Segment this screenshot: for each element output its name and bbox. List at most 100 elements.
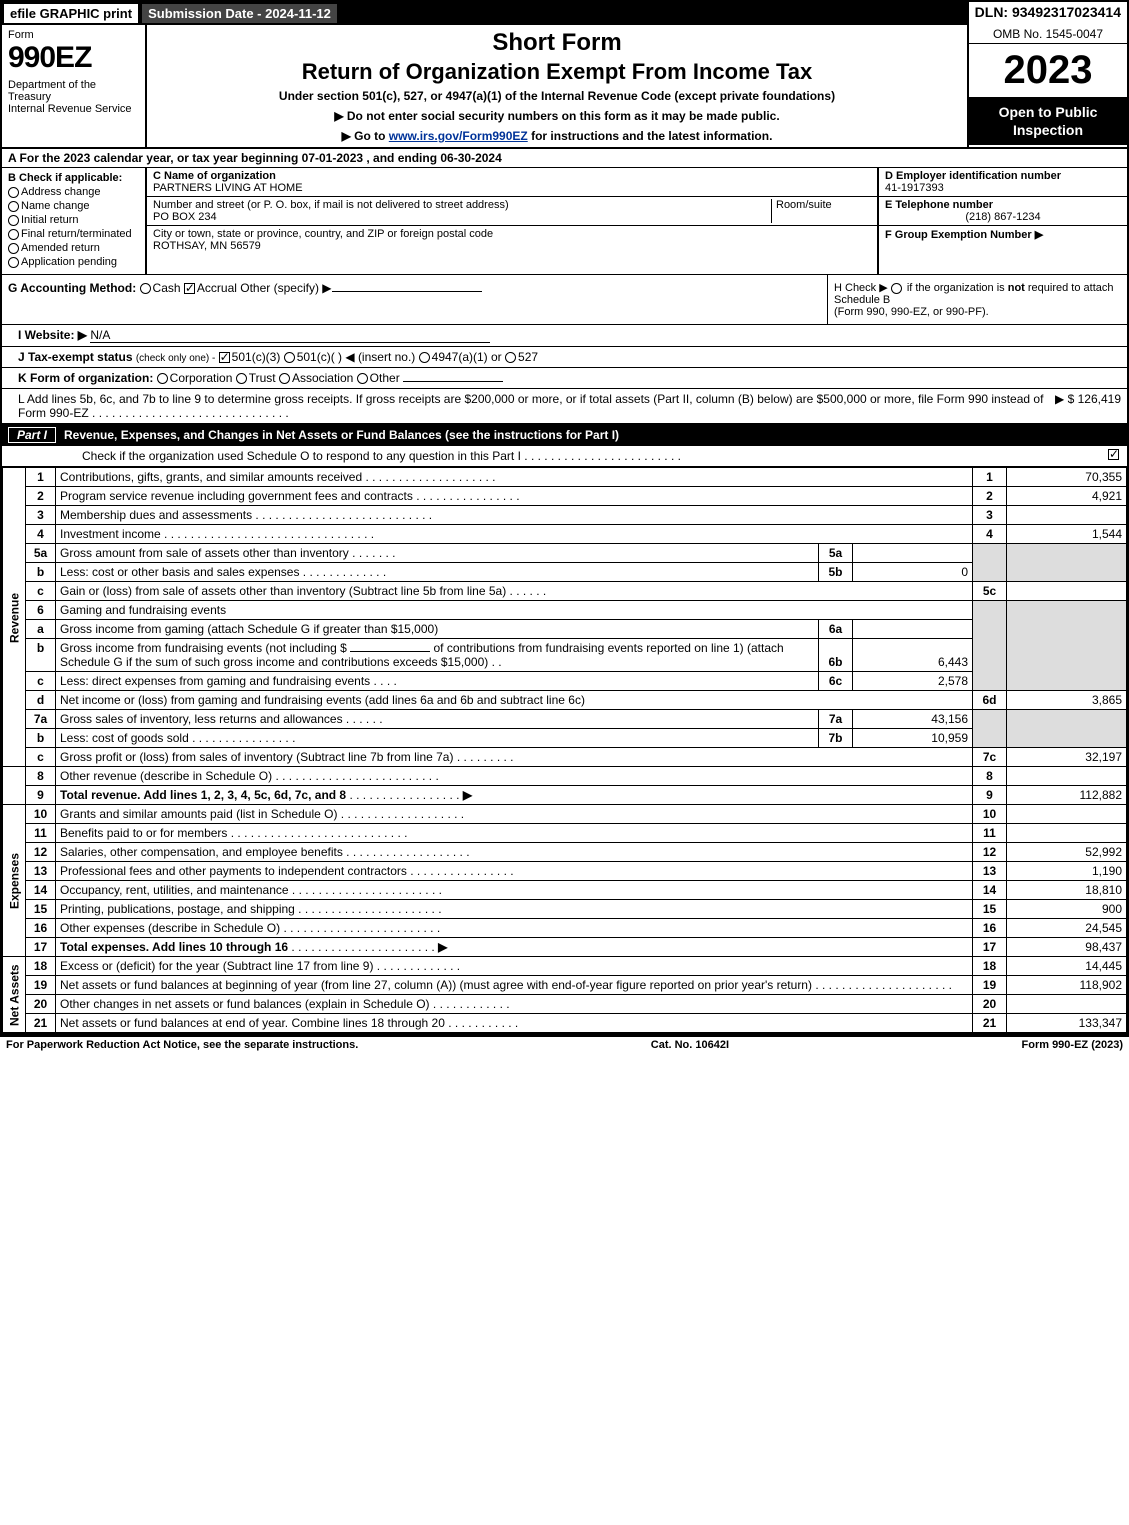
line-desc: Program service revenue including govern…	[56, 487, 973, 506]
line-num: 16	[26, 919, 56, 938]
line-num: c	[26, 672, 56, 691]
row-21: 21 Net assets or fund balances at end of…	[3, 1014, 1127, 1033]
line-num: 3	[26, 506, 56, 525]
cb-address-change[interactable]: Address change	[8, 186, 139, 198]
schedule-o-checkbox[interactable]	[1108, 449, 1119, 460]
org-name-row: C Name of organization PARTNERS LIVING A…	[147, 168, 877, 197]
cb-label: Address change	[21, 186, 101, 198]
cb-4947[interactable]	[419, 352, 430, 363]
i-label: I Website: ▶	[18, 328, 87, 342]
line-num: 4	[26, 525, 56, 544]
note-post: for instructions and the latest informat…	[528, 129, 773, 143]
cb-assoc[interactable]	[279, 373, 290, 384]
row-6d: d Net income or (loss) from gaming and f…	[3, 691, 1127, 710]
spacer	[729, 1039, 1021, 1051]
line-desc: Gross sales of inventory, less returns a…	[56, 710, 819, 729]
city-value: ROTHSAY, MN 56579	[153, 240, 493, 252]
sub-num: 6b	[819, 639, 853, 672]
title-short-form: Short Form	[155, 29, 959, 57]
cb-label: Amended return	[21, 242, 100, 254]
col-num: 8	[973, 767, 1007, 786]
other-input[interactable]	[332, 291, 482, 292]
part-1-header: Part I Revenue, Expenses, and Changes in…	[2, 424, 1127, 446]
cb-application-pending[interactable]: Application pending	[8, 256, 139, 268]
cb-label: Application pending	[21, 256, 117, 268]
group-exemption-row: F Group Exemption Number ▶	[879, 226, 1127, 243]
spacer	[339, 2, 969, 25]
line-desc: Gain or (loss) from sale of assets other…	[56, 582, 973, 601]
section-a-tax-year: A For the 2023 calendar year, or tax yea…	[2, 149, 1127, 168]
efile-print-button[interactable]: efile GRAPHIC print	[2, 2, 140, 25]
note-pre: ▶ Go to	[342, 129, 389, 143]
form-container: efile GRAPHIC print Submission Date - 20…	[0, 0, 1129, 1035]
k-label: K Form of organization:	[18, 371, 153, 385]
h-post: if the organization is	[904, 282, 1008, 294]
line-desc: Other changes in net assets or fund bala…	[56, 995, 973, 1014]
part-1-label: Part I	[8, 427, 56, 443]
line-desc: Grants and similar amounts paid (list in…	[56, 805, 973, 824]
submission-date-label: Submission Date - 2024-11-12	[140, 2, 339, 25]
cb-amended-return[interactable]: Amended return	[8, 242, 139, 254]
cb-label: Initial return	[21, 214, 78, 226]
side-netassets: Net Assets	[3, 957, 26, 1033]
row-15: 15 Printing, publications, postage, and …	[3, 900, 1127, 919]
irs-link[interactable]: www.irs.gov/Form990EZ	[389, 129, 528, 143]
col-val	[1007, 805, 1127, 824]
cb-initial-return[interactable]: Initial return	[8, 214, 139, 226]
org-name-label: C Name of organization	[153, 170, 303, 182]
row-10: Expenses 10 Grants and similar amounts p…	[3, 805, 1127, 824]
sub-val: 6,443	[853, 639, 973, 672]
row-7c: c Gross profit or (loss) from sales of i…	[3, 748, 1127, 767]
col-num: 14	[973, 881, 1007, 900]
section-g-accounting: G Accounting Method: Cash Accrual Other …	[2, 275, 827, 324]
checkbox-accrual[interactable]	[184, 283, 195, 294]
h-pre: H Check ▶	[834, 282, 891, 294]
cb-501c[interactable]	[284, 352, 295, 363]
row-6c: c Less: direct expenses from gaming and …	[3, 672, 1127, 691]
cb-501c3[interactable]	[219, 352, 230, 363]
phone-value: (218) 867-1234	[885, 211, 1121, 223]
sub-val: 2,578	[853, 672, 973, 691]
radio-h[interactable]	[891, 283, 902, 294]
cb-527[interactable]	[505, 352, 516, 363]
omb-number: OMB No. 1545-0047	[969, 25, 1127, 44]
radio-cash[interactable]	[140, 283, 151, 294]
accrual-label: Accrual	[197, 281, 237, 295]
line-num: 2	[26, 487, 56, 506]
other-org-input[interactable]	[403, 381, 503, 382]
row-18: Net Assets 18 Excess or (deficit) for th…	[3, 957, 1127, 976]
cb-corp[interactable]	[157, 373, 168, 384]
col-num: 21	[973, 1014, 1007, 1033]
contrib-input[interactable]	[350, 651, 430, 652]
form-label: Form	[8, 29, 139, 41]
line-desc: Total revenue. Add lines 1, 2, 3, 4, 5c,…	[56, 786, 973, 805]
opt-4947: 4947(a)(1) or	[432, 350, 502, 364]
check-text: Check if the organization used Schedule …	[82, 449, 1108, 463]
sub-val: 0	[853, 563, 973, 582]
line-desc: Gross profit or (loss) from sales of inv…	[56, 748, 973, 767]
cb-final-return[interactable]: Final return/terminated	[8, 228, 139, 240]
addr-value: PO BOX 234	[153, 211, 771, 223]
opt-501c3: 501(c)(3)	[232, 350, 281, 364]
line-num: 10	[26, 805, 56, 824]
cb-other[interactable]	[357, 373, 368, 384]
row-14: 14 Occupancy, rent, utilities, and maint…	[3, 881, 1127, 900]
revenue-table: Revenue 1 Contributions, gifts, grants, …	[2, 467, 1127, 1033]
arrow-icon: ▶	[438, 940, 447, 954]
row-12: 12 Salaries, other compensation, and emp…	[3, 843, 1127, 862]
cb-name-change[interactable]: Name change	[8, 200, 139, 212]
row-17: 17 Total expenses. Add lines 10 through …	[3, 938, 1127, 957]
line-num: 17	[26, 938, 56, 957]
line-num: 1	[26, 468, 56, 487]
cb-trust[interactable]	[236, 373, 247, 384]
line-desc: Gaming and fundraising events	[56, 601, 973, 620]
col-val: 24,545	[1007, 919, 1127, 938]
col-num: 19	[973, 976, 1007, 995]
line-desc: Professional fees and other payments to …	[56, 862, 973, 881]
info-block: B Check if applicable: Address change Na…	[2, 168, 1127, 275]
row-3: 3 Membership dues and assessments . . . …	[3, 506, 1127, 525]
line-desc: Benefits paid to or for members . . . . …	[56, 824, 973, 843]
line-num: 19	[26, 976, 56, 995]
footer-left: For Paperwork Reduction Act Notice, see …	[6, 1039, 358, 1051]
line-num: 21	[26, 1014, 56, 1033]
